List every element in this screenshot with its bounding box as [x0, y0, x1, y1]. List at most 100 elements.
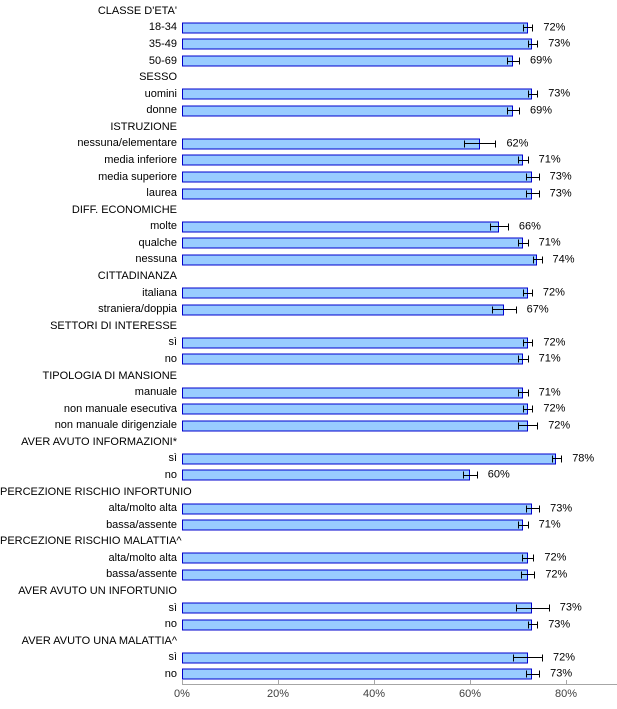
error-bar-cap-high [531, 289, 533, 297]
error-bar-cap-high [534, 571, 536, 579]
category-label: molte [150, 220, 177, 233]
error-bar-cap-high [537, 621, 539, 629]
chart-row: donne 69% [0, 102, 617, 119]
error-bar-cap-high [518, 57, 520, 65]
chart-row: alta/molto alta 72% [0, 550, 617, 567]
chart-row: 35-49 73% [0, 36, 617, 53]
bar-value-label: 74% [552, 253, 575, 266]
error-bar-cap-low [463, 140, 465, 148]
bar-value-label: 72% [553, 651, 576, 664]
error-bar [526, 193, 539, 195]
error-bar [518, 159, 528, 161]
error-bar-cap-low [527, 40, 529, 48]
chart-row: bassa/assente 71% [0, 517, 617, 534]
chart-group-header-row: AVER AVUTO INFORMAZIONI* [0, 434, 617, 451]
chart-row: media superiore 73% [0, 169, 617, 186]
category-label: sì [168, 336, 177, 349]
category-label: uomini [144, 87, 177, 100]
error-bar [507, 60, 519, 62]
error-bar [522, 408, 533, 410]
group-header-label: AVER AVUTO INFORMAZIONI* [21, 435, 177, 448]
bar-value-label: 72% [543, 402, 566, 415]
row-plot-area: 72% [182, 650, 617, 667]
bar [182, 221, 499, 233]
error-bar-cap-high [518, 107, 520, 115]
error-bar-cap-low [463, 471, 465, 479]
error-bar-cap-high [537, 90, 539, 98]
group-header-label: DIFF. ECONOMICHE [71, 203, 177, 216]
row-plot-area: 73% [182, 666, 617, 683]
row-plot-area [182, 534, 617, 551]
error-bar-cap-low [518, 521, 519, 529]
bar-value-label: 71% [538, 518, 561, 531]
bar [182, 171, 533, 183]
error-bar-cap-low [520, 571, 522, 579]
bar-value-label: 72% [545, 568, 568, 581]
error-bar-cap-low [518, 422, 519, 430]
category-label: alta/molto alta [108, 551, 177, 564]
error-bar [518, 524, 528, 526]
category-label: sì [168, 601, 177, 614]
error-bar [463, 143, 496, 145]
bar-value-label: 66% [518, 220, 541, 233]
error-bar [518, 358, 528, 360]
row-plot-area [182, 69, 617, 86]
row-plot-area: 72% [182, 401, 617, 418]
bar-value-label: 73% [548, 37, 571, 50]
category-label: donne [146, 104, 177, 117]
chart-row: no 73% [0, 616, 617, 633]
error-bar [527, 624, 538, 626]
error-bar-cap-low [518, 239, 519, 247]
error-bar [489, 226, 508, 228]
bar [182, 652, 528, 664]
chart-row: nessuna 74% [0, 252, 617, 269]
x-axis-tick [566, 680, 567, 684]
chart-row: media inferiore 71% [0, 152, 617, 169]
error-bar [521, 557, 534, 559]
bar-value-label: 71% [538, 236, 561, 249]
bar [182, 552, 528, 564]
category-label: non manuale dirigenziale [54, 419, 177, 432]
chart-row: sì 72% [0, 650, 617, 667]
error-bar [522, 27, 533, 29]
row-plot-area: 60% [182, 467, 617, 484]
category-label: italiana [142, 286, 177, 299]
row-plot-area: 73% [182, 169, 617, 186]
error-bar-cap-low [526, 173, 528, 181]
chart-group-header-row: SESSO [0, 69, 617, 86]
bar-value-label: 73% [548, 87, 571, 100]
error-bar-cap-high [527, 389, 529, 397]
x-axis-tick-label: 60% [458, 688, 482, 700]
row-plot-area: 72% [182, 550, 617, 567]
bar [182, 403, 528, 415]
error-bar [507, 110, 519, 112]
x-axis-tick-label: 80% [554, 688, 578, 700]
x-axis-tick [470, 680, 471, 684]
chart-row: non manuale esecutiva 72% [0, 401, 617, 418]
category-label: nessuna [135, 253, 177, 266]
category-label: laurea [146, 187, 177, 200]
error-bar-cap-high [515, 306, 517, 314]
bar-value-label: 73% [548, 618, 571, 631]
chart-row: laurea 73% [0, 185, 617, 202]
error-bar-cap-high [537, 40, 539, 48]
error-bar-cap-low [551, 455, 553, 463]
chart-group-header-row: TIPOLOGIA DI MANSIONE [0, 368, 617, 385]
error-bar-cap-low [523, 289, 525, 297]
row-plot-area: 71% [182, 152, 617, 169]
bar [182, 519, 523, 531]
chart-rows: CLASSE D'ETA' 18-34 72% 35-49 73% 50-69 69% SES… [0, 3, 617, 683]
chart-group-header-row: CITTADINANZA [0, 268, 617, 285]
bar [182, 55, 514, 67]
bar [182, 287, 528, 299]
row-plot-area: 73% [182, 616, 617, 633]
row-plot-area: 73% [182, 185, 617, 202]
error-bar-cap-high [561, 455, 563, 463]
row-plot-area: 72% [182, 417, 617, 434]
error-bar-cap-low [516, 604, 518, 612]
bar-value-label: 73% [550, 502, 573, 515]
row-plot-area [182, 318, 617, 335]
chart-row: no 71% [0, 351, 617, 368]
bar [182, 420, 528, 432]
